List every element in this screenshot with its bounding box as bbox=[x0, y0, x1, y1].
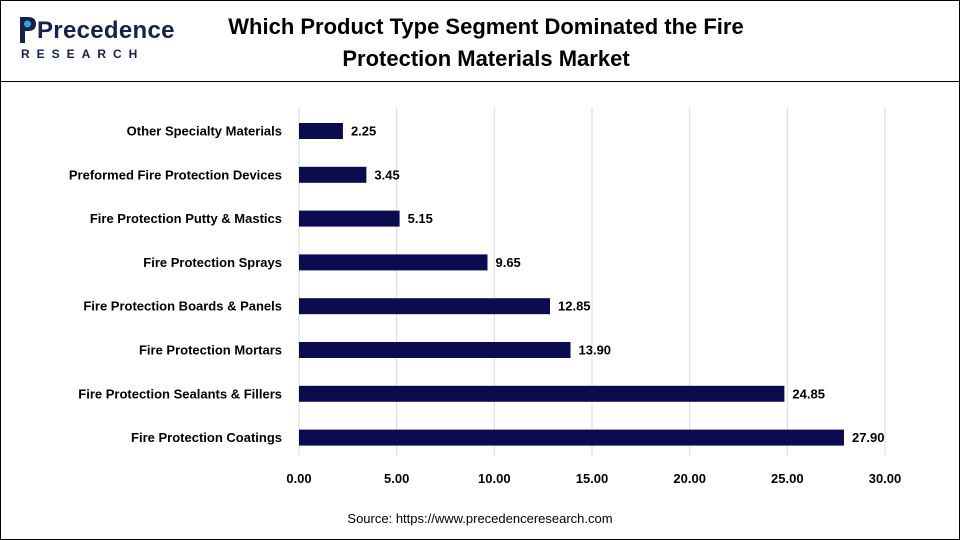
x-tick-label: 0.00 bbox=[286, 471, 311, 486]
value-label: 24.85 bbox=[792, 386, 825, 401]
bar bbox=[299, 123, 343, 139]
bar bbox=[299, 298, 551, 315]
value-label: 3.45 bbox=[374, 167, 399, 182]
category-label: Fire Protection Boards & Panels bbox=[83, 299, 282, 314]
x-tick-label: 15.00 bbox=[576, 471, 609, 486]
bars bbox=[299, 123, 844, 446]
brand-subtitle: RESEARCH bbox=[21, 47, 145, 61]
x-tick-label: 5.00 bbox=[384, 471, 409, 486]
category-label: Preformed Fire Protection Devices bbox=[69, 167, 282, 182]
x-tick-label: 20.00 bbox=[673, 471, 706, 486]
bar-chart: Other Specialty Materials Preformed Fire … bbox=[69, 107, 901, 486]
x-tick-label: 10.00 bbox=[478, 471, 511, 486]
bar bbox=[299, 342, 571, 358]
logo-mark-icon bbox=[20, 17, 36, 43]
gridlines bbox=[298, 107, 886, 455]
bar bbox=[299, 254, 488, 271]
value-label: 2.25 bbox=[351, 124, 376, 139]
category-label: Fire Protection Putty & Mastics bbox=[90, 211, 282, 226]
x-axis-ticks: 0.00 5.00 10.00 15.00 20.00 25.00 30.00 bbox=[286, 471, 901, 486]
brand-logo: Precedence RESEARCH bbox=[17, 11, 174, 67]
value-label: 5.15 bbox=[408, 211, 433, 226]
category-label: Fire Protection Mortars bbox=[139, 343, 282, 358]
value-label: 12.85 bbox=[558, 299, 591, 314]
category-label: Fire Protection Coatings bbox=[131, 430, 282, 445]
x-tick-label: 25.00 bbox=[771, 471, 804, 486]
value-label: 13.90 bbox=[579, 343, 612, 358]
category-label: Fire Protection Sealants & Fillers bbox=[78, 386, 282, 401]
value-label: 27.90 bbox=[852, 430, 885, 445]
brand-name: Precedence bbox=[37, 17, 175, 44]
header: Precedence RESEARCH Which Product Type S… bbox=[1, 1, 959, 82]
bar bbox=[299, 385, 785, 402]
value-labels: 2.25 3.45 5.15 9.65 12.85 13.90 24.85 27.90 bbox=[351, 124, 885, 446]
source-note: Source: https://www.precedenceresearch.c… bbox=[347, 511, 613, 526]
category-labels: Other Specialty Materials Preformed Fire … bbox=[69, 124, 282, 446]
value-label: 9.65 bbox=[495, 255, 520, 270]
bar bbox=[299, 166, 367, 183]
category-label: Other Specialty Materials bbox=[127, 124, 282, 139]
x-tick-label: 30.00 bbox=[869, 471, 902, 486]
chart-title: Which Product Type Segment Dominated the… bbox=[228, 14, 744, 71]
bar bbox=[299, 429, 844, 446]
bar bbox=[299, 210, 400, 227]
category-label: Fire Protection Sprays bbox=[143, 255, 282, 270]
